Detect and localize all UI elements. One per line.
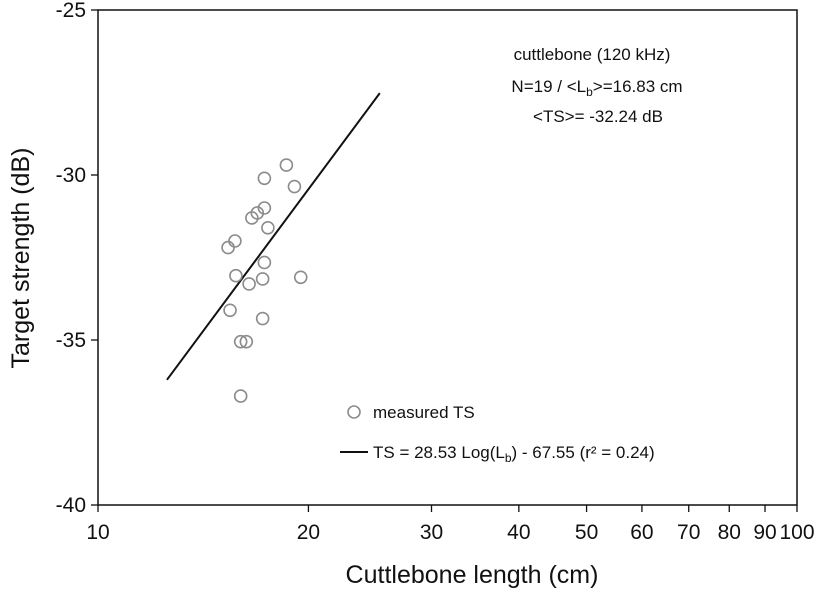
y-axis-title: Target strength (dB)	[7, 148, 35, 369]
x-axis-ticks: 10 20 30 40 50 60 70 80 90 100	[86, 505, 815, 544]
plot-frame	[97, 9, 798, 506]
legend-marker-measured	[347, 405, 361, 419]
data-point	[221, 240, 235, 255]
x-axis-title: Cuttlebone length (cm)	[346, 561, 599, 589]
data-point	[293, 270, 308, 285]
legend: measured TS TS = 28.53 Log(Lb) - 67.55 (…	[340, 403, 655, 465]
y-tick-label: -40	[56, 494, 86, 517]
legend-label-regression: TS = 28.53 Log(Lb) - 67.55 (r² = 0.24)	[373, 443, 655, 465]
data-point	[287, 179, 302, 194]
annotation-line-3: <TS>= -32.24 dB	[533, 107, 663, 126]
data-point	[223, 303, 237, 318]
x-tick-label: 30	[420, 521, 443, 544]
x-tick-label: 100	[779, 521, 814, 544]
x-tick-label: 90	[753, 521, 776, 544]
annotation-line-2: N=19 / <Lb>=16.83 cm	[511, 77, 682, 99]
data-point	[255, 272, 270, 286]
y-tick-label: -25	[56, 0, 86, 22]
data-point	[257, 201, 272, 215]
x-tick-label: 10	[86, 521, 109, 544]
regression-line	[166, 92, 381, 381]
data-point	[261, 221, 275, 235]
data-point	[228, 234, 242, 248]
x-tick-label: 40	[507, 521, 530, 544]
data-point	[242, 277, 256, 291]
data-point	[245, 211, 259, 225]
annotation-box: cuttlebone (120 kHz) N=19 / <Lb>=16.83 c…	[511, 45, 682, 126]
annotation-line-1: cuttlebone (120 kHz)	[514, 45, 671, 64]
legend-label-measured: measured TS	[373, 403, 475, 422]
data-point	[229, 268, 243, 283]
data-point	[257, 171, 272, 186]
data-point	[233, 389, 248, 403]
x-tick-label: 80	[718, 521, 741, 544]
data-point	[279, 158, 294, 172]
y-axis-ticks: -40 -35 -30 -25	[56, 0, 98, 517]
data-point	[239, 334, 254, 349]
y-tick-label: -30	[56, 164, 86, 187]
plot-area	[97, 9, 798, 506]
y-tick-label: -35	[56, 329, 86, 352]
x-tick-label: 20	[297, 521, 320, 544]
data-point	[257, 255, 272, 270]
data-point	[255, 311, 270, 326]
data-point	[233, 334, 248, 349]
x-tick-label: 70	[677, 521, 700, 544]
series-layer	[166, 92, 381, 403]
x-tick-label: 50	[575, 521, 598, 544]
x-tick-label: 60	[630, 521, 653, 544]
